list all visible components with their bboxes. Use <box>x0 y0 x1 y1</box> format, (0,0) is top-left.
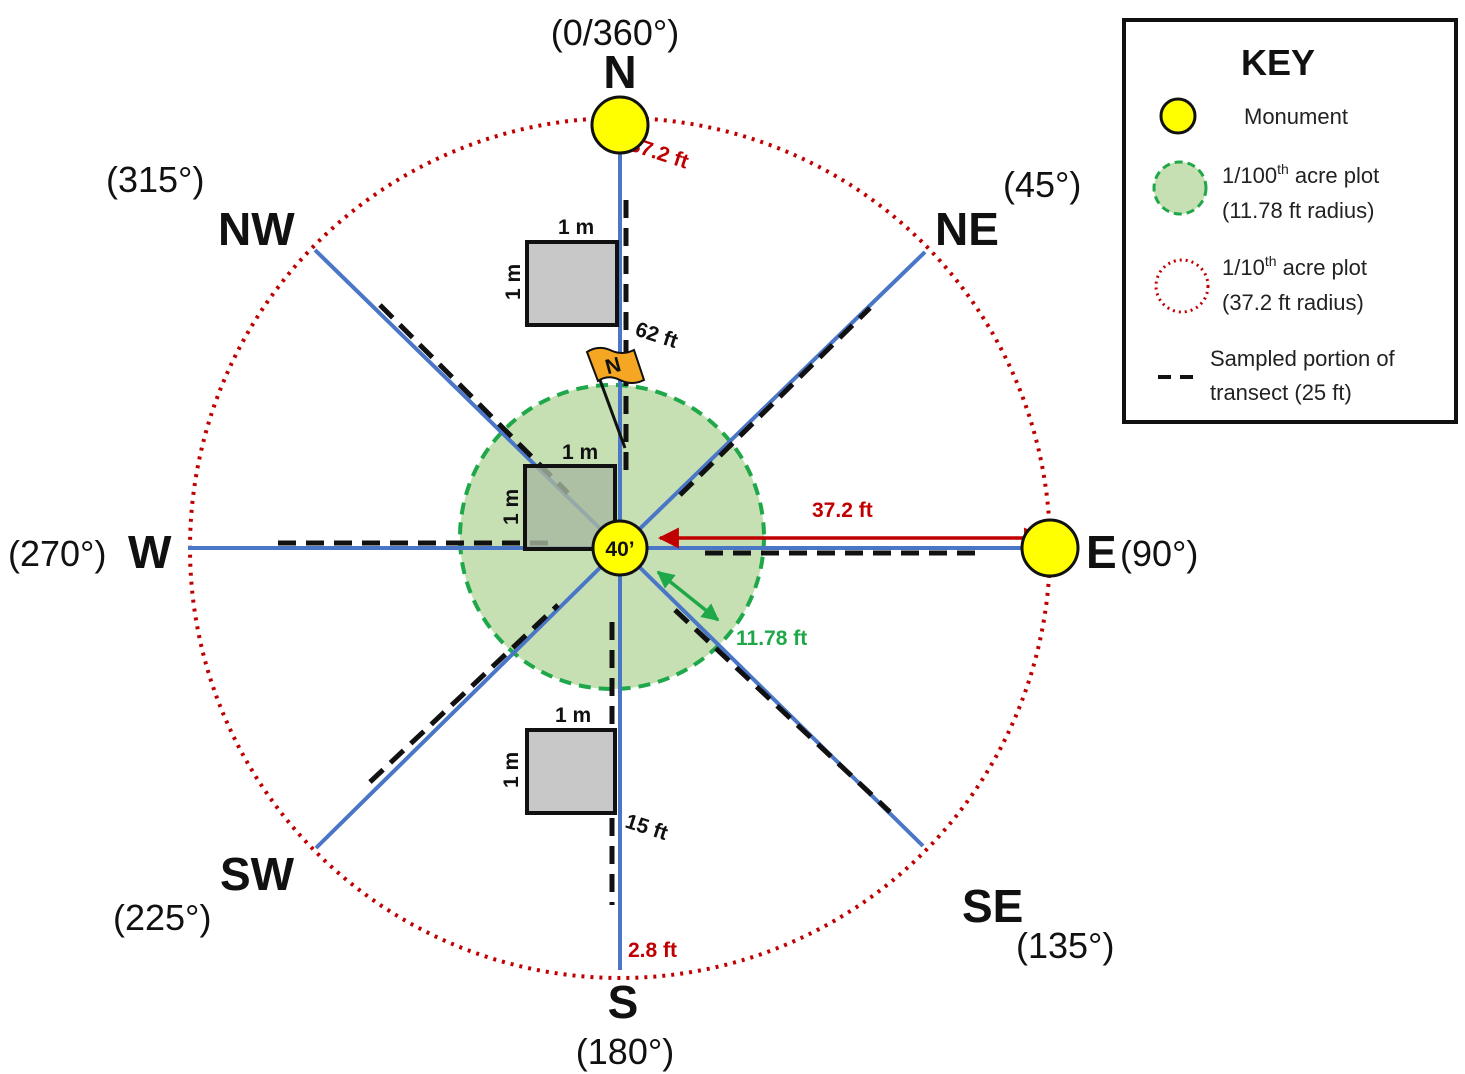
north-quadrat-distance: 62 ft <box>632 318 680 353</box>
key-large-plot-icon <box>1154 258 1210 314</box>
quadrat-south <box>525 728 617 815</box>
dir-n: N <box>603 46 636 98</box>
quadrat-center-height: 1 m <box>500 489 523 525</box>
transect-se <box>618 546 925 848</box>
key-large-plot-line2: (37.2 ft radius) <box>1222 290 1364 315</box>
deg-e: (90°) <box>1120 533 1198 574</box>
monument-east <box>1020 518 1080 578</box>
quadrat-north <box>525 240 619 327</box>
quadrat-south-height: 1 m <box>500 752 523 788</box>
key-monument-icon <box>1159 97 1197 135</box>
sampled-portions <box>278 200 975 905</box>
deg-s: (180°) <box>576 1031 674 1072</box>
dir-e: E <box>1086 526 1117 578</box>
dir-nw: NW <box>218 203 295 255</box>
dir-w: W <box>128 526 172 578</box>
deg-w: (270°) <box>8 533 106 574</box>
monument-center <box>591 519 649 577</box>
key-sampled-line2: transect (25 ft) <box>1210 380 1352 405</box>
deg-nw: (315°) <box>106 159 204 200</box>
dir-ne: NE <box>935 203 999 255</box>
dir-se: SE <box>962 880 1023 932</box>
dir-sw: SW <box>220 848 295 900</box>
key-small-plot-line2: (11.78 ft radius) <box>1222 198 1374 223</box>
large-radius-label: 37.2 ft <box>812 499 873 522</box>
sampled-se <box>673 608 892 814</box>
key-small-plot-icon <box>1152 160 1208 216</box>
key-monument-label: Monument <box>1244 104 1348 129</box>
north-flag-icon: N <box>585 346 646 449</box>
key-sampled-line1: Sampled portion of <box>1210 346 1396 371</box>
sampled-nw <box>378 303 570 495</box>
deg-ne: (45°) <box>1003 164 1081 205</box>
sampled-ne <box>678 306 872 497</box>
small-radius-label: 11.78 ft <box>736 627 807 650</box>
key-small-plot-line1: 1/100th acre plot <box>1222 161 1379 188</box>
quadrat-south-width: 1 m <box>555 704 591 727</box>
key-large-plot-line1: 1/10th acre plot <box>1222 253 1367 280</box>
deg-se: (135°) <box>1016 925 1114 966</box>
quadrat-north-width: 1 m <box>558 216 594 239</box>
dir-s: S <box>608 976 639 1028</box>
quadrat-north-height: 1 m <box>502 264 525 300</box>
transect-ne <box>618 250 927 550</box>
deg-sw: (225°) <box>113 897 211 938</box>
quadrat-center-width: 1 m <box>562 441 598 464</box>
deg-n: (0/360°) <box>551 12 679 53</box>
south-end-offset: 2.8 ft <box>628 939 677 962</box>
key-title: KEY <box>1241 42 1315 83</box>
center-label: 40’ <box>605 538 634 561</box>
transect-sw <box>314 546 622 850</box>
small-radius-arrow <box>656 570 720 622</box>
monument-north <box>590 95 650 155</box>
key-legend: KEY Monument 1/100th acre plot (11.78 ft… <box>1122 18 1458 424</box>
svg-text:N: N <box>603 353 624 379</box>
south-quadrat-distance: 15 ft <box>622 810 670 845</box>
sampled-sw <box>368 603 560 784</box>
